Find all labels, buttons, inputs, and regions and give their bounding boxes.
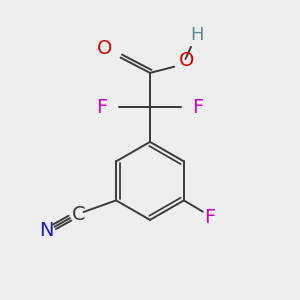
Text: O: O <box>97 39 112 58</box>
Text: F: F <box>192 98 204 117</box>
Text: O: O <box>179 50 194 70</box>
Text: C: C <box>72 205 86 224</box>
Text: F: F <box>204 208 216 227</box>
Text: N: N <box>39 221 54 240</box>
Text: H: H <box>191 26 204 44</box>
Text: F: F <box>96 98 108 117</box>
